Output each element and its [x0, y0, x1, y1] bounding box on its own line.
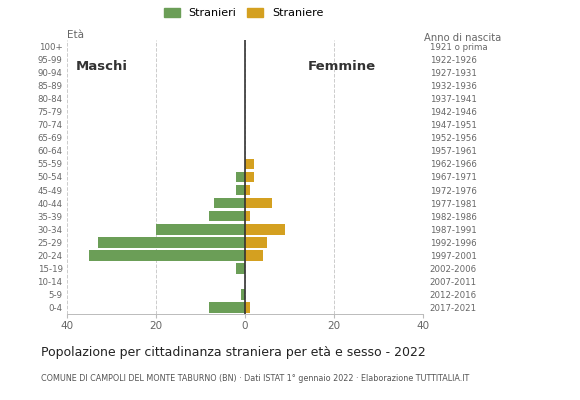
- Text: COMUNE DI CAMPOLI DEL MONTE TABURNO (BN) · Dati ISTAT 1° gennaio 2022 · Elaboraz: COMUNE DI CAMPOLI DEL MONTE TABURNO (BN)…: [41, 374, 469, 383]
- Bar: [245, 198, 272, 208]
- Bar: [236, 172, 245, 182]
- Bar: [98, 237, 245, 248]
- Text: Anno di nascita: Anno di nascita: [424, 33, 501, 43]
- Text: Età: Età: [67, 30, 84, 40]
- Bar: [245, 211, 249, 222]
- Bar: [245, 302, 249, 313]
- Legend: Stranieri, Straniere: Stranieri, Straniere: [164, 8, 323, 18]
- Bar: [209, 211, 245, 222]
- Bar: [236, 263, 245, 274]
- Bar: [89, 250, 245, 261]
- Bar: [245, 237, 267, 248]
- Bar: [156, 224, 245, 234]
- Bar: [245, 159, 254, 169]
- Bar: [241, 289, 245, 300]
- Text: Maschi: Maschi: [75, 60, 128, 72]
- Bar: [245, 224, 285, 234]
- Bar: [245, 172, 254, 182]
- Text: Femmine: Femmine: [307, 60, 376, 72]
- Bar: [245, 250, 263, 261]
- Bar: [214, 198, 245, 208]
- Bar: [245, 185, 249, 195]
- Bar: [209, 302, 245, 313]
- Bar: [236, 185, 245, 195]
- Text: Popolazione per cittadinanza straniera per età e sesso - 2022: Popolazione per cittadinanza straniera p…: [41, 346, 425, 359]
